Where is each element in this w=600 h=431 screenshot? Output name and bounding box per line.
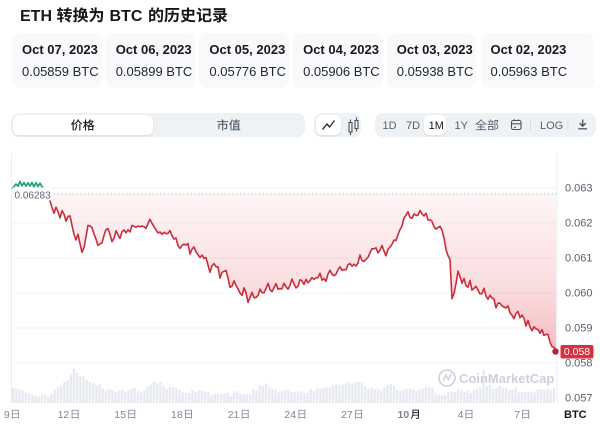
svg-text:9: 9 bbox=[4, 409, 10, 421]
svg-text:7: 7 bbox=[514, 409, 520, 421]
svg-text:0.061: 0.061 bbox=[565, 253, 593, 265]
svg-text:0.062: 0.062 bbox=[565, 218, 593, 230]
svg-text:4: 4 bbox=[458, 409, 464, 421]
svg-text:7D: 7D bbox=[406, 120, 420, 132]
svg-text:BTC: BTC bbox=[110, 8, 143, 25]
svg-text:0.06283: 0.06283 bbox=[15, 191, 52, 202]
svg-text:1D: 1D bbox=[383, 120, 397, 132]
svg-text:BTC: BTC bbox=[564, 409, 587, 421]
svg-text:0.059: 0.059 bbox=[565, 323, 593, 335]
svg-text:12: 12 bbox=[58, 409, 70, 421]
svg-text:15: 15 bbox=[114, 409, 126, 421]
svg-text:18: 18 bbox=[171, 409, 183, 421]
svg-text:1M: 1M bbox=[429, 120, 444, 132]
svg-text:1Y: 1Y bbox=[455, 120, 469, 132]
svg-text:0.058: 0.058 bbox=[564, 346, 590, 358]
svg-text:LOG: LOG bbox=[540, 120, 563, 132]
svg-text:0.060: 0.060 bbox=[565, 288, 593, 300]
svg-text:CoinMarketCap: CoinMarketCap bbox=[459, 371, 554, 386]
svg-text:10: 10 bbox=[398, 409, 410, 421]
svg-text:0.058: 0.058 bbox=[565, 358, 593, 370]
svg-text:27: 27 bbox=[341, 409, 353, 421]
svg-text:21: 21 bbox=[228, 409, 240, 421]
svg-text:24: 24 bbox=[284, 409, 296, 421]
svg-text:ETH: ETH bbox=[20, 8, 52, 25]
svg-text:0.063: 0.063 bbox=[565, 183, 593, 195]
svg-text:0.057: 0.057 bbox=[565, 393, 593, 405]
